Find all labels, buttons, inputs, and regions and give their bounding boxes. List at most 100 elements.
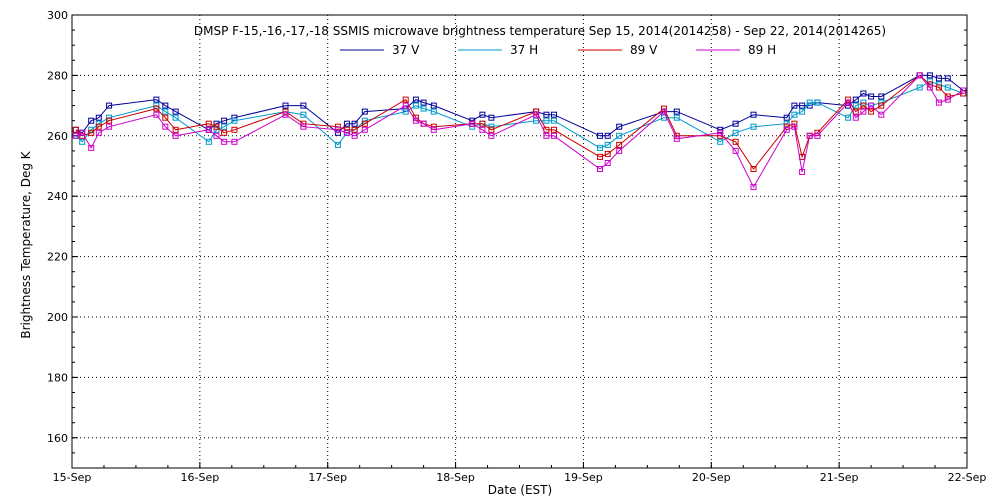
- series-89-h: [72, 72, 967, 191]
- data-point: [616, 123, 623, 130]
- data-point: [750, 166, 757, 172]
- data-point: [868, 108, 875, 115]
- data-point: [420, 99, 427, 106]
- data-point: [604, 141, 611, 148]
- data-point: [604, 160, 611, 166]
- x-tick-label: 22-Sep: [948, 471, 987, 484]
- data-point: [673, 114, 680, 121]
- data-point: [845, 114, 852, 121]
- data-point: [852, 96, 859, 103]
- data-point: [72, 132, 79, 139]
- data-point: [543, 132, 550, 139]
- data-point: [162, 123, 169, 130]
- data-point: [412, 96, 419, 103]
- data-point: [814, 132, 821, 139]
- data-point: [213, 132, 220, 139]
- plot-frame: [71, 14, 968, 469]
- data-point: [343, 129, 350, 136]
- data-point: [213, 123, 220, 130]
- data-point: [153, 96, 160, 103]
- data-point: [926, 84, 933, 91]
- y-tick-label: 300: [47, 9, 68, 22]
- data-point: [231, 138, 238, 145]
- data-point: [79, 138, 86, 145]
- grid: [72, 15, 967, 468]
- data-point: [543, 111, 550, 118]
- data-point: [944, 93, 951, 100]
- data-point: [750, 111, 757, 118]
- data-point: [106, 102, 113, 109]
- series-line: [75, 74, 964, 137]
- data-point: [412, 117, 419, 124]
- data-point: [172, 108, 179, 115]
- data-point: [750, 123, 757, 130]
- data-point: [732, 147, 739, 154]
- data-point: [673, 135, 680, 142]
- data-point: [479, 111, 486, 118]
- data-point: [106, 117, 113, 124]
- y-tick-label: 160: [47, 432, 68, 445]
- x-tick-label: 15-Sep: [53, 471, 92, 484]
- data-point: [488, 132, 495, 139]
- data-point: [153, 105, 160, 112]
- data-point: [868, 93, 875, 100]
- data-point: [351, 120, 358, 127]
- data-point: [604, 150, 611, 157]
- data-point: [361, 126, 368, 133]
- data-point: [231, 117, 238, 124]
- data-point: [661, 108, 667, 115]
- data-point: [783, 123, 790, 130]
- data-point: [791, 111, 798, 118]
- data-point: [221, 123, 228, 130]
- data-point: [852, 114, 859, 121]
- data-point: [479, 120, 486, 127]
- data-point: [673, 108, 680, 115]
- data-point: [533, 111, 540, 118]
- data-point: [597, 153, 603, 160]
- x-tick-label: 16-Sep: [181, 471, 220, 484]
- data-point: [351, 132, 358, 139]
- data-point: [88, 129, 95, 136]
- data-point: [205, 120, 212, 127]
- data-point: [420, 120, 427, 127]
- data-point: [944, 96, 951, 103]
- data-point: [860, 108, 867, 115]
- data-point: [852, 108, 859, 115]
- data-point: [221, 129, 228, 136]
- data-point: [616, 147, 623, 154]
- data-point: [717, 138, 724, 145]
- y-tick-label: 280: [47, 69, 68, 82]
- data-point: [935, 75, 942, 82]
- data-point: [282, 108, 289, 115]
- data-point: [162, 102, 169, 109]
- data-point: [845, 99, 852, 106]
- data-point: [402, 96, 409, 103]
- data-point: [597, 144, 603, 151]
- data-point: [430, 102, 437, 109]
- data-point: [412, 102, 419, 109]
- data-point: [88, 144, 95, 151]
- x-tick-label: 18-Sep: [436, 471, 475, 484]
- data-point: [717, 129, 724, 136]
- data-point: [334, 126, 341, 133]
- data-point: [799, 108, 806, 115]
- y-tick-label: 200: [47, 311, 68, 324]
- data-point: [860, 102, 867, 109]
- data-point: [79, 129, 86, 136]
- data-point: [799, 102, 806, 109]
- data-point: [221, 138, 228, 145]
- data-point: [420, 105, 427, 112]
- data-point: [430, 108, 437, 115]
- data-point: [597, 166, 603, 172]
- data-point: [852, 102, 859, 109]
- data-point: [334, 123, 341, 130]
- data-point: [783, 114, 790, 121]
- data-point: [95, 123, 102, 130]
- data-point: [205, 138, 212, 145]
- data-point: [944, 75, 951, 82]
- data-point: [860, 90, 867, 97]
- x-tick-label: 19-Sep: [564, 471, 603, 484]
- data-point: [72, 126, 79, 133]
- data-point: [300, 123, 307, 130]
